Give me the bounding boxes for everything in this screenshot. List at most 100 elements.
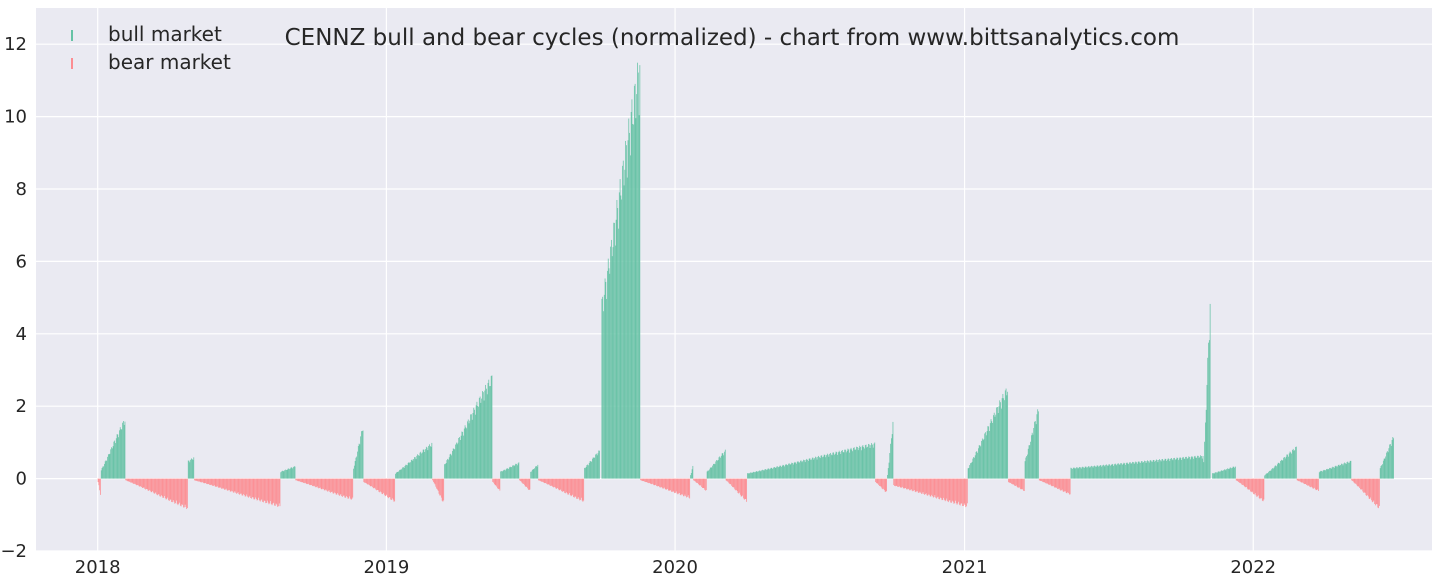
bar bbox=[1024, 461, 1026, 479]
bar bbox=[740, 478, 742, 497]
bar bbox=[102, 466, 104, 479]
bar bbox=[881, 478, 883, 489]
bar bbox=[319, 478, 321, 488]
bar bbox=[1099, 466, 1100, 479]
bar bbox=[217, 478, 218, 487]
bar bbox=[272, 478, 274, 504]
bar bbox=[861, 446, 863, 479]
bar bbox=[370, 478, 372, 487]
bar bbox=[743, 478, 745, 500]
bar bbox=[777, 467, 779, 479]
bar bbox=[884, 478, 886, 492]
bar bbox=[1025, 457, 1027, 479]
bar bbox=[1120, 463, 1122, 479]
bar bbox=[935, 478, 937, 498]
bar bbox=[365, 478, 367, 484]
bar bbox=[1260, 478, 1262, 499]
bar bbox=[827, 454, 829, 479]
bar bbox=[633, 85, 635, 479]
bar bbox=[232, 478, 233, 492]
bar bbox=[485, 384, 486, 479]
bar bbox=[1087, 466, 1089, 479]
bar bbox=[1176, 457, 1178, 479]
bar bbox=[694, 478, 695, 481]
bar bbox=[278, 478, 279, 507]
bar bbox=[1271, 468, 1273, 479]
bar bbox=[171, 478, 172, 503]
bar bbox=[229, 478, 231, 492]
bar bbox=[1372, 478, 1374, 502]
bar bbox=[1182, 457, 1183, 479]
bar bbox=[1038, 478, 1040, 481]
bar bbox=[525, 478, 527, 487]
bar bbox=[1227, 468, 1229, 479]
bar bbox=[254, 478, 256, 500]
bar bbox=[265, 478, 267, 504]
bar bbox=[693, 478, 695, 481]
bar bbox=[582, 478, 584, 502]
bar bbox=[1157, 462, 1159, 479]
bar bbox=[558, 478, 559, 490]
bar bbox=[965, 478, 967, 508]
bar bbox=[391, 478, 392, 500]
bar bbox=[474, 409, 475, 479]
bar bbox=[98, 478, 100, 486]
bar bbox=[539, 478, 540, 481]
bar bbox=[1017, 478, 1019, 488]
bar bbox=[796, 463, 797, 479]
bar bbox=[1167, 459, 1168, 479]
bar bbox=[915, 478, 917, 493]
bar bbox=[1173, 458, 1175, 479]
bar bbox=[408, 462, 410, 479]
bar bbox=[792, 462, 793, 479]
bar bbox=[746, 478, 748, 502]
bar bbox=[1220, 470, 1222, 479]
bar bbox=[320, 478, 322, 489]
bar bbox=[756, 471, 758, 479]
bar bbox=[414, 457, 415, 479]
bar bbox=[241, 478, 243, 496]
bar bbox=[1216, 472, 1218, 479]
bar bbox=[345, 478, 347, 498]
bar bbox=[179, 478, 181, 506]
bar bbox=[551, 478, 553, 486]
bar bbox=[190, 459, 191, 479]
legend-swatch-bear bbox=[71, 58, 73, 69]
bar bbox=[803, 459, 804, 479]
bar bbox=[937, 478, 939, 497]
bar bbox=[1072, 468, 1073, 479]
bar bbox=[607, 258, 609, 479]
bar bbox=[614, 245, 616, 479]
bar bbox=[774, 467, 776, 479]
bar bbox=[1329, 467, 1331, 479]
bar bbox=[470, 414, 471, 479]
bar bbox=[1178, 460, 1179, 479]
bar bbox=[1144, 461, 1146, 479]
bar bbox=[922, 478, 924, 493]
bar bbox=[1313, 478, 1315, 489]
bar bbox=[1327, 469, 1329, 479]
bar bbox=[644, 478, 645, 482]
bar bbox=[621, 199, 623, 479]
bar bbox=[148, 478, 150, 491]
bar bbox=[654, 478, 656, 486]
bar bbox=[705, 478, 707, 491]
bar bbox=[618, 192, 620, 479]
bar bbox=[233, 478, 235, 493]
bar bbox=[1115, 464, 1117, 479]
bar bbox=[111, 447, 112, 479]
bar bbox=[605, 281, 607, 479]
bar bbox=[438, 478, 440, 494]
bar bbox=[1127, 463, 1129, 479]
bar bbox=[1129, 462, 1130, 479]
bar bbox=[493, 478, 495, 485]
bar bbox=[416, 455, 418, 479]
bar bbox=[648, 478, 650, 483]
bar bbox=[649, 478, 651, 484]
bar bbox=[797, 461, 799, 479]
y-tick-label: 0 bbox=[16, 469, 27, 490]
bar bbox=[586, 465, 588, 479]
bar bbox=[732, 478, 733, 487]
bar bbox=[288, 468, 290, 479]
bar bbox=[544, 478, 546, 484]
